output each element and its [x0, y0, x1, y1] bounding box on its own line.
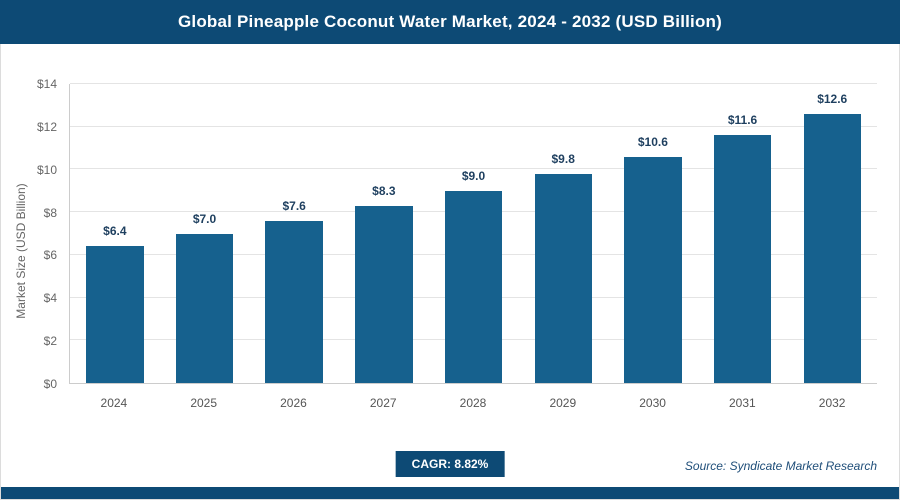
bar-value-label: $12.6 — [817, 91, 848, 106]
chart-area: $6.4 $7.0 $7.6 $8.3 $9.0 $9.8 $10.6 $11.6 $12.6 … — [37, 77, 877, 391]
bar-value-label: $10.6 — [637, 134, 668, 149]
bottom-strip — [1, 487, 899, 499]
bars-row: $6.4 $7.0 $7.6 $8.3 $9.0 $9.8 $10.6 $11.6 $12.6 — [70, 84, 877, 383]
x-tick-label: 2030 — [639, 396, 666, 410]
bar-value-label: $9.0 — [461, 168, 486, 183]
bar-slot: $11.6 — [698, 84, 788, 383]
bar-slot: $10.6 — [608, 84, 698, 383]
chart-title: Global Pineapple Coconut Water Market, 2… — [177, 12, 722, 31]
y-tick-label: $0 — [43, 377, 57, 391]
x-tick-label: 2029 — [549, 396, 577, 410]
bar-value-label: $8.3 — [372, 183, 396, 198]
gridline — [70, 125, 877, 127]
bar-slot: $9.0 — [429, 84, 519, 383]
x-tick-label: 2028 — [459, 396, 487, 410]
x-tick-label: 2026 — [280, 396, 307, 410]
bar-2031: $11.6 — [713, 113, 772, 383]
plot-area: $6.4 $7.0 $7.6 $8.3 $9.0 $9.8 $10.6 $11.6 $12.6 — [69, 83, 877, 384]
bar-2029: $9.8 — [534, 152, 592, 383]
bar-value-label: $9.8 — [551, 151, 575, 166]
bar-slot: $8.3 — [339, 84, 429, 383]
bar-2030: $10.6 — [624, 135, 682, 383]
bar-2032: $12.6 — [803, 92, 861, 383]
bar-2027: $8.3 — [355, 184, 413, 383]
gridline — [70, 168, 877, 170]
header-band: Global Pineapple Coconut Water Market, 2… — [0, 0, 900, 44]
bar-slot: $6.4 — [70, 84, 160, 383]
y-tick-label: $8 — [43, 205, 57, 220]
bar-2028: $9.0 — [444, 169, 503, 383]
y-axis-ticks: $0 $2 $4 $6 $8 $10 $12 $14 — [17, 77, 63, 391]
bar-slot: $7.6 — [249, 84, 339, 383]
y-tick-label: $10 — [36, 162, 57, 177]
bar-value-label: $7.6 — [282, 198, 306, 213]
y-tick-label: $6 — [43, 248, 57, 263]
bar-2026: $7.6 — [265, 199, 323, 383]
cagr-badge: CAGR: 8.82% — [395, 451, 505, 477]
gridline — [70, 83, 877, 84]
bar-slot: $12.6 — [787, 84, 877, 383]
y-tick-label: $14 — [36, 77, 57, 91]
bar-2025: $7.0 — [175, 212, 234, 383]
y-tick-label: $2 — [43, 334, 57, 349]
bar-slot: $7.0 — [160, 84, 250, 383]
x-axis-labels: 2024 2025 2026 2027 2028 2029 2030 2031 2032 — [69, 396, 877, 410]
bar-slot: $9.8 — [518, 84, 608, 383]
x-tick-label: 2025 — [190, 396, 218, 410]
x-tick-label: 2032 — [818, 396, 846, 410]
source-note: Source: Syndicate Market Research — [684, 459, 877, 473]
bar-value-label: $6.4 — [103, 224, 127, 239]
x-tick-label: 2024 — [100, 396, 128, 410]
y-tick-label: $4 — [43, 291, 57, 306]
chart-panel: Market Size (USD Billion) $6.4 $7.0 $7.6 $8… — [0, 44, 900, 500]
bar-value-label: $11.6 — [727, 113, 758, 128]
y-tick-label: $12 — [36, 119, 57, 134]
x-tick-label: 2027 — [369, 396, 397, 410]
x-tick-label: 2031 — [729, 396, 756, 410]
bar-value-label: $7.0 — [192, 211, 217, 226]
bar-2024: $6.4 — [86, 224, 144, 383]
